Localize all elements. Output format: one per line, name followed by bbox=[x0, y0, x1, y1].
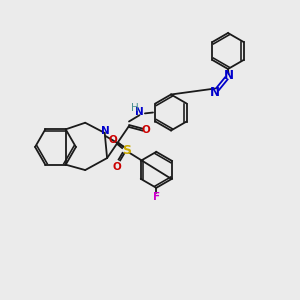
Text: H: H bbox=[131, 103, 139, 113]
Text: F: F bbox=[153, 192, 160, 203]
Text: S: S bbox=[122, 144, 131, 157]
Text: N: N bbox=[101, 126, 110, 136]
Text: N: N bbox=[210, 85, 220, 99]
Text: N: N bbox=[224, 69, 234, 82]
Text: N: N bbox=[135, 106, 144, 117]
Text: O: O bbox=[108, 134, 117, 145]
Text: O: O bbox=[142, 124, 151, 135]
Text: O: O bbox=[113, 162, 122, 172]
